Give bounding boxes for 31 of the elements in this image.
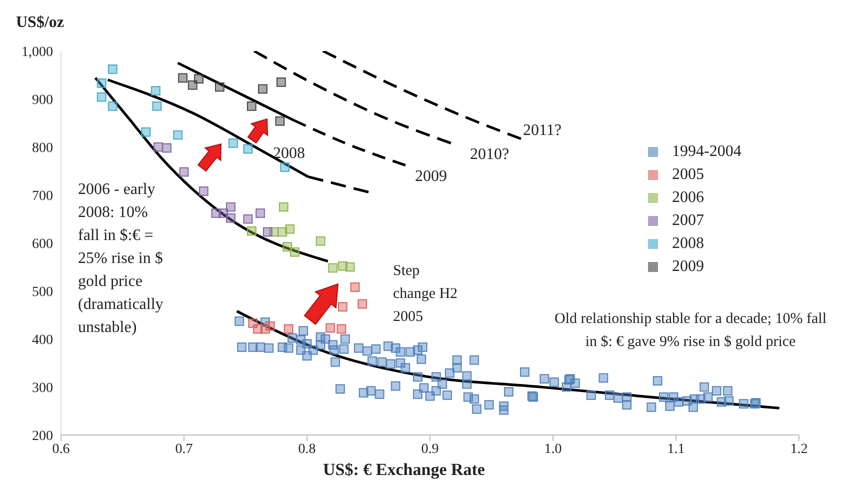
annotation: 2009 — [415, 167, 448, 187]
y-tick-label: 500 — [32, 284, 53, 300]
annotation: Old relationship stable for a decade; 10% fall in $: € gave 9% rise in $ gold price — [554, 310, 828, 352]
x-tick-label: 0.8 — [298, 442, 316, 457]
legend-label: 2006 — [672, 188, 704, 208]
legend-label: 2005 — [672, 165, 704, 185]
x-tick-label: 0.6 — [52, 442, 70, 457]
legend-label: 2007 — [672, 211, 704, 231]
annotation: 2011? — [523, 121, 563, 141]
annotation: Step change H2 2005 — [393, 262, 459, 327]
x-tick-label: 0.7 — [175, 442, 193, 457]
y-tick-label: 900 — [32, 92, 53, 108]
legend-label: 2008 — [672, 234, 704, 254]
y-tick-label: 200 — [32, 428, 53, 444]
x-tick-label: 1.0 — [544, 442, 562, 457]
y-tick-label: 700 — [32, 188, 53, 204]
y-tick-label: 1,000 — [22, 44, 53, 60]
x-tick-label: 0.9 — [421, 442, 439, 457]
x-axis-title: US$: € Exchange Rate — [322, 460, 486, 480]
y-tick-label: 800 — [32, 140, 53, 156]
annotation: 2010? — [470, 145, 510, 165]
y-tick-label: 600 — [32, 236, 53, 252]
legend-label: 2009 — [672, 257, 704, 277]
x-tick-label: 1.2 — [790, 442, 808, 457]
y-tick-label: 400 — [32, 332, 53, 348]
y-axis-title: US$/oz — [16, 14, 64, 32]
x-tick-label: 1.1 — [667, 442, 685, 457]
annotation: 2006 - early 2008: 10% fall in $:€ = 25% rise in $ gold price (dramatically unstable) — [78, 180, 164, 338]
legend-label: 1994-2004 — [672, 142, 742, 162]
y-tick-label: 300 — [32, 380, 53, 396]
annotation: 2008 — [273, 144, 306, 164]
